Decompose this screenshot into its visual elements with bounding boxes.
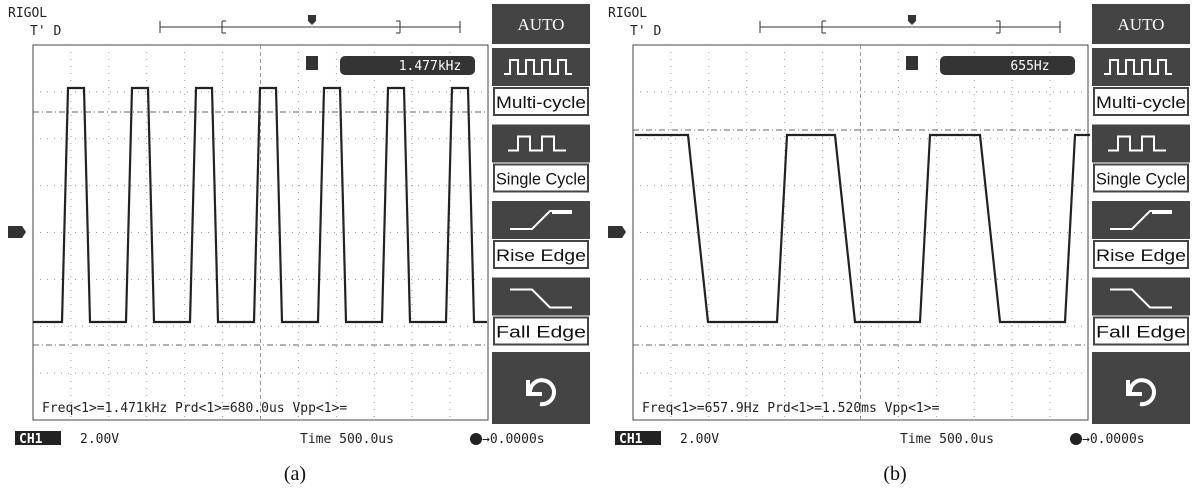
menu-icon-box bbox=[1092, 278, 1190, 316]
menu-label: Rise Edge bbox=[1096, 246, 1186, 265]
caption: (a) bbox=[284, 463, 306, 485]
figure: RIGOL T' D 1.477kHz Freq<1>=1.471kHz Prd<1>… bbox=[0, 0, 1203, 496]
trigger-status: T' D bbox=[630, 24, 661, 39]
menu-label: Fall Edge bbox=[496, 323, 586, 342]
measurements: Freq<1>=1.471kHz Prd<1>=680.0us Vpp<1>= bbox=[42, 401, 347, 416]
channel-marker bbox=[608, 226, 626, 238]
volts: 2.00V bbox=[680, 432, 719, 447]
menu-title: AUTO bbox=[518, 15, 565, 34]
menu-icon-box bbox=[492, 278, 590, 316]
trigger-status: T' D bbox=[30, 24, 61, 39]
menu-label: Fall Edge bbox=[1096, 323, 1186, 342]
channel: CH1 bbox=[619, 432, 643, 447]
menu-label: Single Cycle bbox=[496, 170, 586, 189]
caption: (b) bbox=[883, 463, 906, 485]
freq-box bbox=[940, 56, 1075, 75]
menu-label: Rise Edge bbox=[496, 246, 586, 265]
channel: CH1 bbox=[19, 432, 43, 447]
trigger-offset: →0.0000s bbox=[1082, 432, 1145, 447]
menu-label: Single Cycle bbox=[1096, 170, 1186, 189]
timeline-marker bbox=[908, 15, 916, 25]
trigger-marker bbox=[306, 56, 318, 70]
menu-label: Multi-cycle bbox=[1096, 93, 1186, 112]
menu-label: Multi-cycle bbox=[496, 93, 586, 112]
brand: RIGOL bbox=[8, 6, 47, 21]
freq-display: 655Hz bbox=[1010, 59, 1049, 74]
time-base: Time 500.0us bbox=[900, 432, 994, 447]
measurements: Freq<1>=657.9Hz Prd<1>=1.520ms Vpp<1>= bbox=[642, 401, 940, 416]
timeline-marker bbox=[308, 15, 316, 25]
brand: RIGOL bbox=[608, 6, 647, 21]
time-base: Time 500.0us bbox=[300, 432, 394, 447]
trigger-offset: →0.0000s bbox=[482, 432, 545, 447]
trigger-icon bbox=[470, 433, 482, 445]
return-button[interactable] bbox=[1092, 352, 1190, 424]
scope-panel: RIGOL T' D 655Hz Freq<1>=657.9Hz Prd<1>=1.5… bbox=[608, 4, 1190, 485]
trigger-marker bbox=[906, 56, 918, 70]
scope-panel: RIGOL T' D 1.477kHz Freq<1>=1.471kHz Prd<1>… bbox=[8, 4, 590, 485]
menu-title: AUTO bbox=[1118, 15, 1165, 34]
trigger-icon bbox=[1070, 433, 1082, 445]
volts: 2.00V bbox=[80, 432, 119, 447]
channel-marker bbox=[8, 226, 26, 238]
return-button[interactable] bbox=[492, 352, 590, 424]
freq-display: 1.477kHz bbox=[399, 59, 462, 74]
